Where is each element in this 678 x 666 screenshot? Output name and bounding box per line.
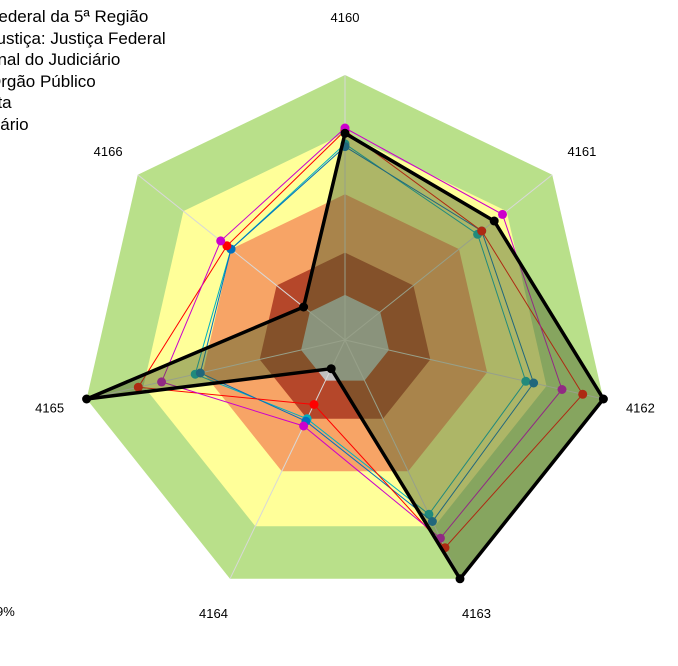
series-point-red-4166 — [222, 241, 232, 251]
series-point-magenta-4161 — [498, 209, 507, 219]
radar-axis-labels: 4160 4161 4162 4163 4164 4165 4166 — [35, 10, 655, 621]
series-point-black-4161 — [489, 216, 499, 226]
series-point-magenta-4165 — [157, 377, 167, 387]
series-point-black-4162 — [598, 394, 608, 404]
axis-label-4164: 4164 — [199, 606, 228, 621]
legend-line: Justiça: Justiça Federal — [0, 28, 166, 48]
axis-label-4161: 4161 — [567, 144, 596, 159]
axis-label-4160: 4160 — [331, 10, 360, 25]
axis-label-4162: 4162 — [626, 400, 655, 415]
series-point-red-4162 — [578, 389, 588, 399]
series-point-black-4160 — [340, 128, 350, 138]
legend-line: Órgão Público — [0, 71, 96, 91]
series-point-red-4165 — [133, 382, 143, 392]
series-point-magenta-4166 — [216, 236, 226, 246]
series-line-black — [85, 130, 606, 582]
radar-spoke — [137, 174, 346, 341]
series-point-blue-4162 — [529, 378, 539, 388]
radar-spoke — [229, 339, 346, 580]
series-line-red — [137, 129, 584, 549]
axis-label-4163: 4163 — [462, 606, 491, 621]
radar-gridlines — [86, 75, 604, 580]
legend-line: ciário — [0, 114, 29, 134]
series-point-red-4164 — [309, 400, 319, 409]
legend-line: eta — [0, 93, 12, 112]
series-point-red-4161 — [477, 226, 487, 236]
axis-label-4166: 4166 — [94, 144, 123, 159]
series-line-cyan — [194, 143, 527, 516]
series-point-black-4163 — [455, 574, 465, 584]
series-line-blue — [199, 145, 535, 523]
series-point-blue-4165 — [195, 368, 205, 378]
legend-line: Federal da 5ª Região — [0, 7, 149, 26]
series-point-blue-4163 — [427, 517, 437, 526]
axis-label-4165: 4165 — [35, 400, 64, 415]
series-point-black-4164 — [326, 364, 336, 374]
series-point-cyan-4162 — [521, 376, 531, 386]
radar-spoke — [344, 174, 553, 341]
radar-series — [82, 123, 608, 584]
series-point-black-4165 — [82, 394, 92, 404]
series-point-black-4166 — [299, 302, 309, 312]
footnote-text: 9% — [0, 604, 15, 619]
legend-line: unal do Judiciário — [0, 50, 121, 69]
chart-legend: Federal da 5ª Região Justiça: Justiça Fe… — [0, 6, 166, 135]
series-point-magenta-4162 — [557, 385, 567, 394]
series-area-black — [86, 133, 604, 579]
series-point-magenta-4164 — [299, 421, 309, 431]
radar-spoke — [86, 339, 346, 400]
series-line-magenta — [160, 127, 563, 539]
